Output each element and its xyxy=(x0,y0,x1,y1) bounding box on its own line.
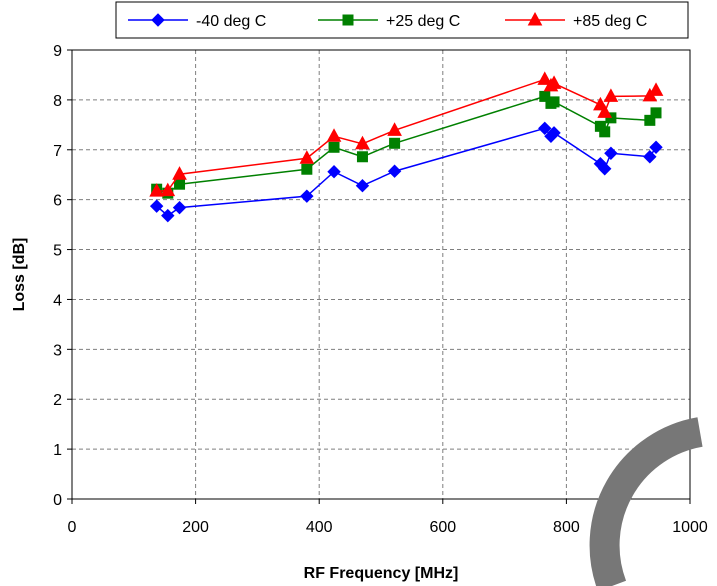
data-point xyxy=(327,165,341,179)
legend-entry-1: -40 deg C xyxy=(128,13,266,30)
data-point xyxy=(172,166,187,180)
data-point xyxy=(644,114,656,126)
y-tick-label: 0 xyxy=(53,492,62,509)
series-layer xyxy=(149,71,664,223)
legend-entry-3: +85 deg C xyxy=(505,11,647,30)
y-tick-label: 7 xyxy=(53,143,62,160)
data-point xyxy=(597,104,613,118)
series-line xyxy=(156,78,657,192)
x-tick-label: 400 xyxy=(306,519,333,536)
data-point xyxy=(149,183,165,197)
data-point xyxy=(389,137,401,149)
series-line xyxy=(156,95,657,195)
data-point xyxy=(548,96,560,108)
y-tick-label: 4 xyxy=(53,292,62,309)
x-axis-title: RF Frequency [MHz] xyxy=(304,565,459,582)
series-2 xyxy=(151,90,662,199)
data-point xyxy=(546,75,562,89)
y-tick-label: 3 xyxy=(53,342,62,359)
data-point xyxy=(387,122,402,136)
data-point xyxy=(598,162,612,176)
data-point xyxy=(355,178,370,193)
x-tick-label: 600 xyxy=(429,519,456,536)
data-point xyxy=(161,208,175,223)
legend-label: -40 deg C xyxy=(196,13,266,30)
data-point xyxy=(387,164,402,178)
gridlines xyxy=(72,50,690,499)
legend: -40 deg C +25 deg C +85 deg C xyxy=(115,1,689,39)
data-point xyxy=(174,178,186,190)
y-tick-label: 8 xyxy=(53,93,62,110)
data-point xyxy=(599,126,611,138)
data-point xyxy=(301,163,313,175)
y-tick-label: 5 xyxy=(53,243,62,260)
x-tick-label: 0 xyxy=(68,519,77,536)
legend-marker xyxy=(151,13,165,27)
data-point xyxy=(355,135,370,150)
data-point xyxy=(160,182,176,197)
legend-entry-2: +25 deg C xyxy=(318,13,460,30)
data-point xyxy=(149,199,164,213)
x-tick-label: 1000 xyxy=(672,519,708,536)
data-point xyxy=(299,150,315,164)
series-line xyxy=(156,127,657,217)
data-point xyxy=(547,126,561,140)
y-tick-label: 6 xyxy=(53,193,62,210)
series-1 xyxy=(149,121,663,223)
y-tick-label: 9 xyxy=(53,43,62,60)
data-point xyxy=(326,128,342,142)
legend-marker xyxy=(342,14,354,26)
data-point xyxy=(649,140,663,154)
data-point xyxy=(603,88,619,102)
axis-ticks: 0 1 2 3 4 5 6 7 8 9 0 200 400 600 800 1000 xyxy=(53,43,708,536)
x-tick-label: 200 xyxy=(182,519,209,536)
data-point xyxy=(356,151,368,163)
data-point xyxy=(300,189,314,203)
y-tick-label: 2 xyxy=(53,392,62,409)
data-point xyxy=(643,150,657,164)
legend-box xyxy=(115,1,689,39)
legend-label: +25 deg C xyxy=(386,13,460,30)
plot-area xyxy=(71,49,691,500)
legend-label: +85 deg C xyxy=(573,13,647,30)
x-tick-label: 800 xyxy=(553,519,580,536)
y-axis-title: Loss [dB] xyxy=(11,238,28,312)
watermark-arc xyxy=(589,417,703,586)
data-point xyxy=(648,82,664,96)
series-3 xyxy=(149,71,664,197)
legend-marker xyxy=(527,11,543,26)
data-point xyxy=(650,107,662,119)
data-point xyxy=(537,71,553,85)
data-point xyxy=(604,146,618,160)
y-tick-label: 1 xyxy=(53,442,62,459)
data-point xyxy=(172,200,187,215)
data-point xyxy=(538,121,552,136)
data-point xyxy=(328,141,340,153)
